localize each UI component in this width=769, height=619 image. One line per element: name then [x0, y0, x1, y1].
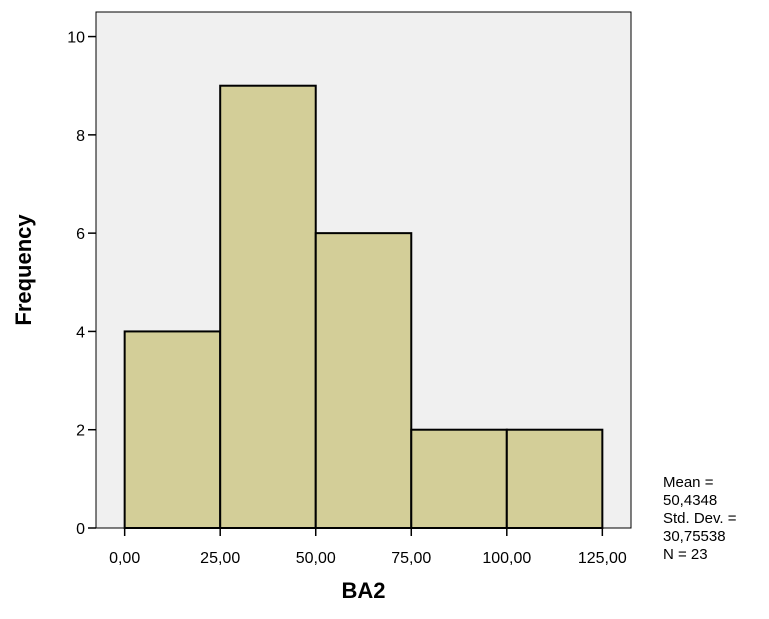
histogram-bar-5: [505, 428, 604, 530]
x-axis-title: BA2: [341, 578, 385, 603]
x-tick-label: 25,00: [200, 550, 240, 567]
y-tick-label: 8: [76, 128, 85, 145]
stats-line: 30,75538: [663, 528, 726, 545]
histogram-bar-4: [410, 428, 508, 530]
x-tick-label: 125,00: [578, 550, 627, 567]
x-tick-label: 50,00: [296, 550, 336, 567]
y-tick-label: 2: [76, 423, 85, 440]
y-tick-label: 10: [67, 30, 85, 47]
y-tick-label: 6: [76, 226, 85, 243]
stats-line: Mean =: [663, 474, 714, 491]
x-tick-label: 0,00: [109, 550, 140, 567]
x-tick-label: 100,00: [482, 550, 531, 567]
histogram-bar-3: [314, 232, 413, 529]
stats-line: Std. Dev. =: [663, 510, 737, 527]
stats-line: N = 23: [663, 546, 708, 563]
y-tick-label: 0: [76, 521, 85, 538]
histogram-bar-2: [219, 84, 317, 529]
bars-group: [123, 84, 604, 530]
stats-line: 50,4348: [663, 492, 717, 509]
histogram-bar-1: [123, 330, 222, 529]
x-axis: 0,00 25,00 50,00 75,00 100,00 125,00: [109, 528, 627, 567]
y-axis: 0 2 4 6 8 10: [67, 30, 96, 538]
x-tick-label: 75,00: [391, 550, 431, 567]
y-axis-title: Frequency: [11, 214, 36, 326]
y-tick-label: 4: [76, 324, 85, 341]
